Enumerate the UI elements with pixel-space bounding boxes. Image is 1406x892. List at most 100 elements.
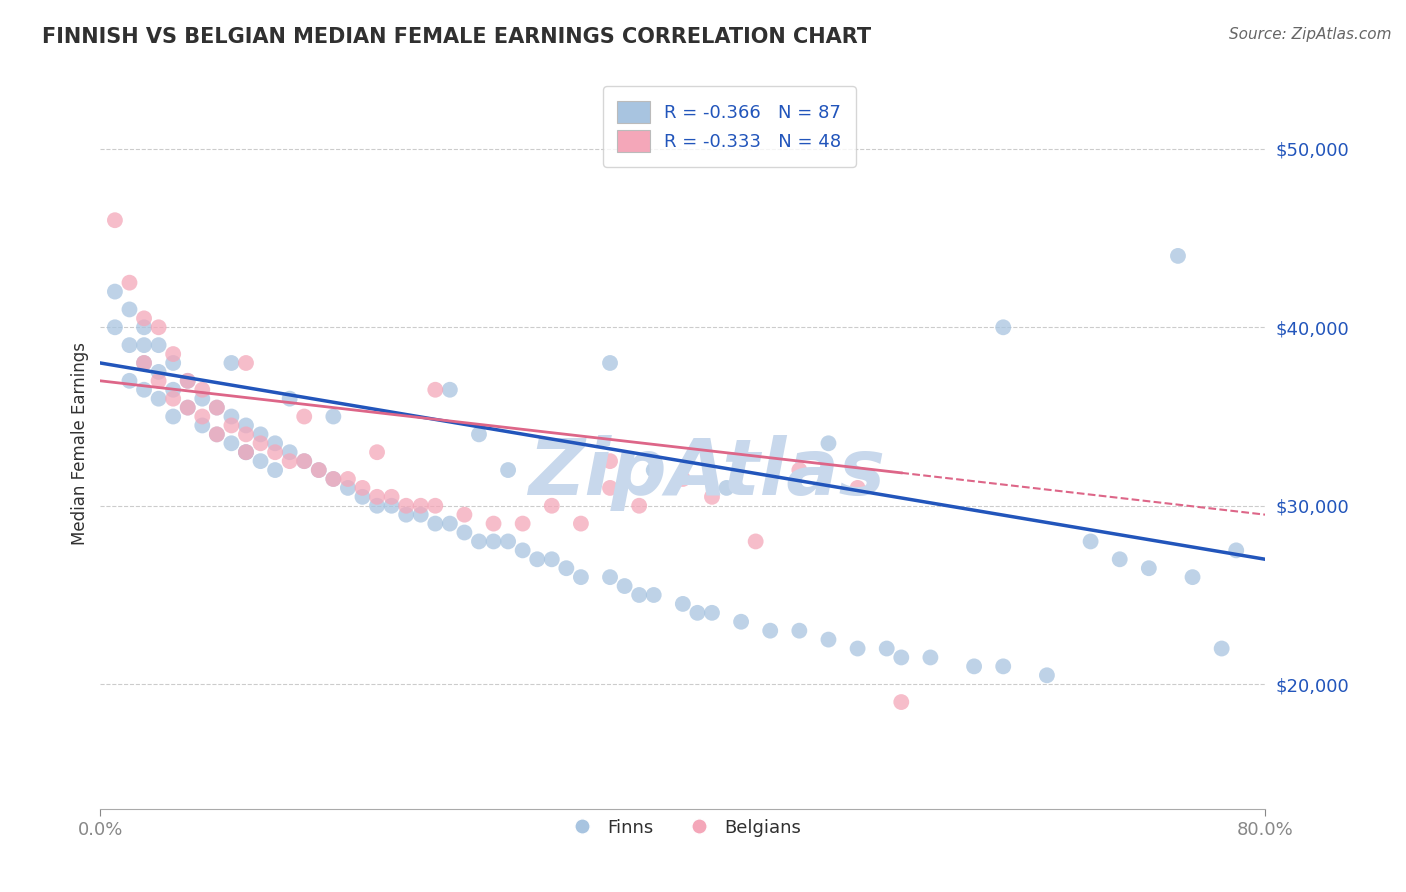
Point	[308, 463, 330, 477]
Point	[395, 508, 418, 522]
Point	[672, 472, 695, 486]
Point	[920, 650, 942, 665]
Point	[264, 436, 287, 450]
Point	[890, 650, 912, 665]
Point	[118, 302, 141, 317]
Point	[512, 516, 534, 531]
Point	[846, 481, 869, 495]
Point	[177, 401, 200, 415]
Point	[1211, 641, 1233, 656]
Point	[132, 356, 155, 370]
Point	[672, 597, 695, 611]
Point	[789, 463, 811, 477]
Point	[526, 552, 548, 566]
Point	[1167, 249, 1189, 263]
Point	[132, 311, 155, 326]
Point	[322, 409, 344, 424]
Point	[817, 632, 839, 647]
Point	[205, 427, 228, 442]
Point	[292, 409, 315, 424]
Point	[278, 392, 301, 406]
Point	[890, 695, 912, 709]
Point	[599, 356, 621, 370]
Point	[409, 508, 432, 522]
Point	[162, 347, 184, 361]
Point	[278, 445, 301, 459]
Point	[817, 436, 839, 450]
Point	[336, 472, 359, 486]
Point	[1080, 534, 1102, 549]
Point	[409, 499, 432, 513]
Point	[177, 401, 200, 415]
Point	[162, 383, 184, 397]
Point	[132, 356, 155, 370]
Point	[235, 356, 257, 370]
Point	[468, 534, 491, 549]
Point	[235, 445, 257, 459]
Point	[177, 374, 200, 388]
Point	[1036, 668, 1059, 682]
Point	[963, 659, 986, 673]
Point	[221, 356, 243, 370]
Point	[148, 374, 170, 388]
Point	[381, 499, 404, 513]
Point	[425, 516, 447, 531]
Point	[148, 338, 170, 352]
Point	[453, 525, 475, 540]
Point	[686, 606, 709, 620]
Point	[148, 392, 170, 406]
Point	[496, 534, 519, 549]
Point	[235, 427, 257, 442]
Point	[148, 365, 170, 379]
Point	[643, 463, 665, 477]
Point	[628, 499, 651, 513]
Point	[482, 516, 505, 531]
Point	[439, 516, 461, 531]
Point	[1181, 570, 1204, 584]
Point	[221, 436, 243, 450]
Point	[235, 445, 257, 459]
Point	[439, 383, 461, 397]
Point	[613, 579, 636, 593]
Point	[1137, 561, 1160, 575]
Point	[249, 454, 271, 468]
Legend: Finns, Belgians: Finns, Belgians	[557, 812, 808, 844]
Point	[425, 383, 447, 397]
Point	[308, 463, 330, 477]
Point	[1108, 552, 1130, 566]
Point	[235, 418, 257, 433]
Point	[512, 543, 534, 558]
Point	[716, 481, 738, 495]
Point	[993, 320, 1015, 334]
Point	[118, 374, 141, 388]
Point	[540, 552, 562, 566]
Point	[205, 427, 228, 442]
Point	[191, 383, 214, 397]
Point	[569, 516, 592, 531]
Point	[395, 499, 418, 513]
Point	[846, 641, 869, 656]
Point	[104, 213, 127, 227]
Point	[555, 561, 578, 575]
Point	[264, 463, 287, 477]
Point	[132, 320, 155, 334]
Point	[162, 392, 184, 406]
Point	[1225, 543, 1247, 558]
Point	[221, 409, 243, 424]
Point	[453, 508, 475, 522]
Point	[366, 499, 388, 513]
Point	[205, 401, 228, 415]
Point	[104, 285, 127, 299]
Point	[730, 615, 752, 629]
Point	[352, 490, 374, 504]
Point	[292, 454, 315, 468]
Point	[235, 445, 257, 459]
Point	[118, 276, 141, 290]
Point	[569, 570, 592, 584]
Point	[132, 338, 155, 352]
Point	[744, 534, 766, 549]
Point	[336, 481, 359, 495]
Point	[264, 445, 287, 459]
Point	[104, 320, 127, 334]
Text: FINNISH VS BELGIAN MEDIAN FEMALE EARNINGS CORRELATION CHART: FINNISH VS BELGIAN MEDIAN FEMALE EARNING…	[42, 27, 872, 46]
